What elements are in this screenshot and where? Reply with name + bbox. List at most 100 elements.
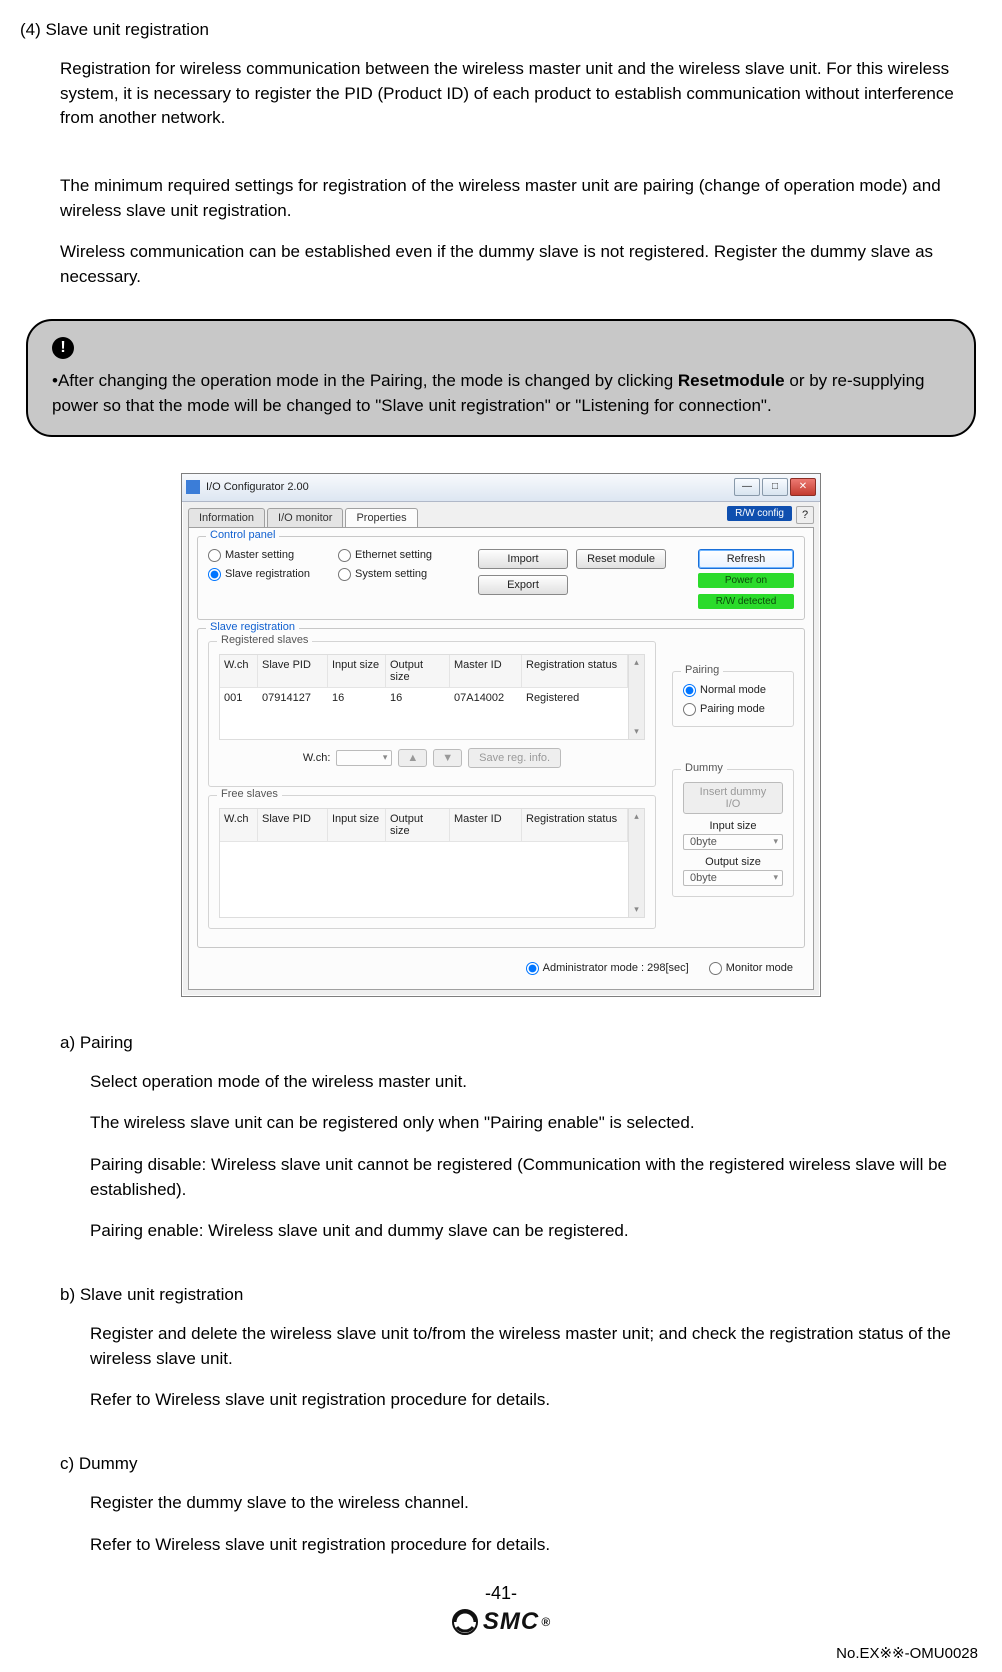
monitor-mode-label: Monitor mode [726,962,793,974]
cell-wch: 001 [220,688,258,708]
th-reg-status: Registration status [522,655,628,687]
sub-a-line2: The wireless slave unit can be registere… [90,1111,972,1136]
radio-system-setting[interactable]: System setting [338,568,478,581]
radio-master-setting[interactable]: Master setting [208,549,338,562]
status-power-on: Power on [698,573,794,588]
sub-a-line1: Select operation mode of the wireless ma… [90,1070,972,1095]
table-row[interactable]: 001 07914127 16 16 07A14002 Registered [220,688,628,708]
th-input-size-2: Input size [328,809,386,841]
free-slaves-table: W.ch Slave PID Input size Output size Ma… [219,808,645,918]
section-para-3: Wireless communication can be establishe… [60,240,972,289]
cell-input-size: 16 [328,688,386,708]
th-master-id: Master ID [450,655,522,687]
th-output-size-2: Output size [386,809,450,841]
export-button[interactable]: Export [478,575,568,595]
slave-registration-group: Slave registration Registered slaves W.c… [197,628,805,948]
import-button[interactable]: Import [478,549,568,569]
app-title: I/O Configurator 2.00 [206,481,734,493]
sub-b-heading: b) Slave unit registration [60,1285,982,1305]
radio-normal-label: Normal mode [700,684,766,696]
radio-ethernet-setting[interactable]: Ethernet setting [338,549,478,562]
th-pid-2: Slave PID [258,809,328,841]
th-reg-status-2: Registration status [522,809,628,841]
cell-reg-status: Registered [522,688,628,708]
close-button[interactable]: ✕ [790,478,816,496]
sub-a-line3: Pairing disable: Wireless slave unit can… [90,1153,972,1202]
admin-mode-label: Administrator mode : 298[sec] [543,962,689,974]
radio-slave-reg-label: Slave registration [225,568,310,580]
dummy-input-combo[interactable]: 0byte [683,834,783,850]
sub-c-line2: Refer to Wireless slave unit registratio… [90,1533,972,1558]
radio-ethernet-label: Ethernet setting [355,549,432,561]
maximize-button[interactable]: □ [762,478,788,496]
help-button[interactable]: ? [796,506,814,524]
move-down-button[interactable]: ▼ [433,749,462,767]
logo: SMC® [20,1608,982,1640]
control-panel-legend: Control panel [206,529,279,541]
radio-master-label: Master setting [225,549,294,561]
cell-pid: 07914127 [258,688,328,708]
cell-master-id: 07A14002 [450,688,522,708]
th-pid: Slave PID [258,655,328,687]
app-window: I/O Configurator 2.00 — □ ✕ Information … [181,473,821,997]
th-output-size: Output size [386,655,450,687]
radio-slave-registration[interactable]: Slave registration [208,568,338,581]
insert-dummy-button[interactable]: Insert dummy I/O [683,782,783,814]
slave-registration-legend: Slave registration [206,621,299,633]
sub-a-line4: Pairing enable: Wireless slave unit and … [90,1219,972,1244]
radio-normal-mode[interactable]: Normal mode [683,684,783,697]
reset-module-button[interactable]: Reset module [576,549,666,569]
refresh-button[interactable]: Refresh [698,549,794,569]
callout-text: •After changing the operation mode in th… [52,369,950,418]
callout-box: ! •After changing the operation mode in … [26,319,976,436]
registered-slaves-legend: Registered slaves [217,634,312,646]
scrollbar-2[interactable]: ▴▾ [628,809,644,917]
radio-pairing-mode[interactable]: Pairing mode [683,703,783,716]
logo-text: SMC [483,1608,539,1636]
tab-properties[interactable]: Properties [345,508,417,527]
page-number: -41- [20,1583,982,1604]
radio-admin-mode[interactable]: Administrator mode : 298[sec] [526,962,689,975]
logo-icon [451,1609,479,1635]
rw-config-badge[interactable]: R/W config [727,506,792,521]
tab-information[interactable]: Information [188,508,265,527]
th-input-size: Input size [328,655,386,687]
section-heading: (4) Slave unit registration [20,20,982,40]
callout-text-pre: •After changing the operation mode in th… [52,371,678,390]
th-master-id-2: Master ID [450,809,522,841]
wch-combo[interactable] [336,750,392,766]
sub-c-line1: Register the dummy slave to the wireless… [90,1491,972,1516]
section-para-1: Registration for wireless communication … [60,57,972,131]
pairing-legend: Pairing [681,664,723,676]
radio-system-label: System setting [355,568,427,580]
footer-modes: Administrator mode : 298[sec] Monitor mo… [197,956,805,981]
tab-io-monitor[interactable]: I/O monitor [267,508,343,527]
registered-slaves-group: Registered slaves W.ch Slave PID Input s… [208,641,656,787]
control-panel-group: Control panel Master setting Slave regis… [197,536,805,620]
sub-b-line2: Refer to Wireless slave unit registratio… [90,1388,972,1413]
wch-label: W.ch: [303,752,331,764]
move-up-button[interactable]: ▲ [398,749,427,767]
section-title-text: Slave unit registration [46,20,209,39]
th-wch-2: W.ch [220,809,258,841]
sub-c-heading: c) Dummy [60,1454,982,1474]
status-rw-detected: R/W detected [698,594,794,609]
dummy-output-label: Output size [683,856,783,868]
save-reg-info-button[interactable]: Save reg. info. [468,748,561,768]
app-icon [186,480,200,494]
table-header: W.ch Slave PID Input size Output size Ma… [220,655,628,688]
callout-text-bold: Resetmodule [678,371,785,390]
dummy-legend: Dummy [681,762,727,774]
dummy-output-combo[interactable]: 0byte [683,870,783,886]
tab-strip: Information I/O monitor Properties R/W c… [182,502,820,527]
scrollbar[interactable]: ▴▾ [628,655,644,739]
minimize-button[interactable]: — [734,478,760,496]
radio-monitor-mode[interactable]: Monitor mode [709,962,793,975]
free-table-header: W.ch Slave PID Input size Output size Ma… [220,809,628,842]
tab-content: Control panel Master setting Slave regis… [188,527,814,990]
free-slaves-legend: Free slaves [217,788,282,800]
callout-alert-icon: ! [52,337,74,359]
dummy-group: Dummy Insert dummy I/O Input size 0byte … [672,769,794,897]
titlebar: I/O Configurator 2.00 — □ ✕ [182,474,820,502]
sub-b-line1: Register and delete the wireless slave u… [90,1322,972,1371]
